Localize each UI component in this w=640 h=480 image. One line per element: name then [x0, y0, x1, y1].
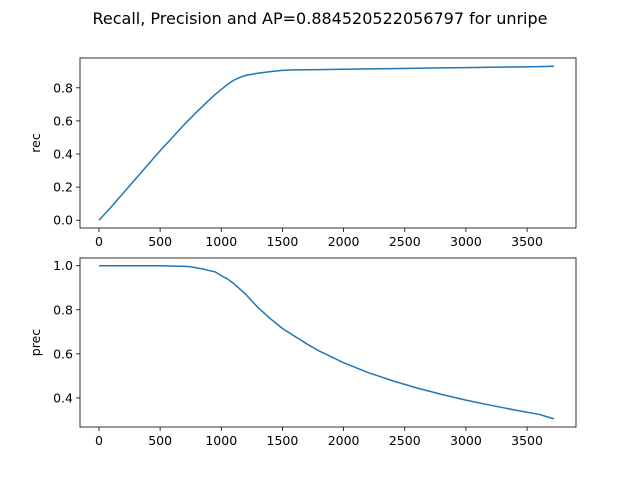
- precision-y-tick-label: 0.4: [53, 390, 73, 405]
- recall-x-tick-label: 0: [95, 234, 103, 249]
- precision-y-tick-label: 1.0: [53, 258, 73, 273]
- precision-x-tick-label: 3000: [450, 433, 482, 448]
- precision-x-tick-label: 1500: [267, 433, 299, 448]
- recall-x-tick-label: 500: [148, 234, 172, 249]
- recall-x-tick-label: 1000: [205, 234, 237, 249]
- recall-x-tick-label: 3000: [450, 234, 482, 249]
- precision-x-tick-label: 500: [148, 433, 172, 448]
- recall-plot-frame: [79, 57, 577, 229]
- recall-y-axis-label: rec: [28, 133, 43, 153]
- precision-y-tick-label: 0.8: [53, 302, 73, 317]
- precision-x-tick-label: 1000: [205, 433, 237, 448]
- precision-x-tick-label: 2500: [389, 433, 421, 448]
- recall-x-tick-label: 3500: [511, 234, 543, 249]
- precision-x-tick-label: 3500: [511, 433, 543, 448]
- recall-x-tick-label: 2000: [328, 234, 360, 249]
- recall-y-tick-label: 0.0: [53, 213, 73, 228]
- precision-y-tick-label: 0.6: [53, 346, 73, 361]
- precision-axes: 0 500 1000 1500 2000 2500 3000 3500 0.4 0.6 0.8 1.0…: [28, 257, 577, 448]
- precision-y-axis-label: prec: [28, 329, 43, 356]
- recall-y-tick-label: 0.2: [53, 180, 73, 195]
- recall-x-tick-label: 2500: [389, 234, 421, 249]
- recall-axes: 0 500 1000 1500 2000 2500 3000 3500 0.0 0.2 0.4 0.6…: [28, 57, 577, 249]
- precision-x-tick-label: 0: [95, 433, 103, 448]
- figure-title: Recall, Precision and AP=0.8845205220567…: [92, 9, 547, 28]
- recall-series-line: [98, 65, 554, 221]
- precision-plot-frame: [79, 257, 577, 428]
- precision-x-tick-label: 2000: [328, 433, 360, 448]
- recall-y-tick-label: 0.8: [53, 80, 73, 95]
- recall-y-tick-label: 0.6: [53, 113, 73, 128]
- precision-series-line: [98, 264, 555, 420]
- recall-x-tick-label: 1500: [267, 234, 299, 249]
- recall-y-tick-label: 0.4: [53, 147, 73, 162]
